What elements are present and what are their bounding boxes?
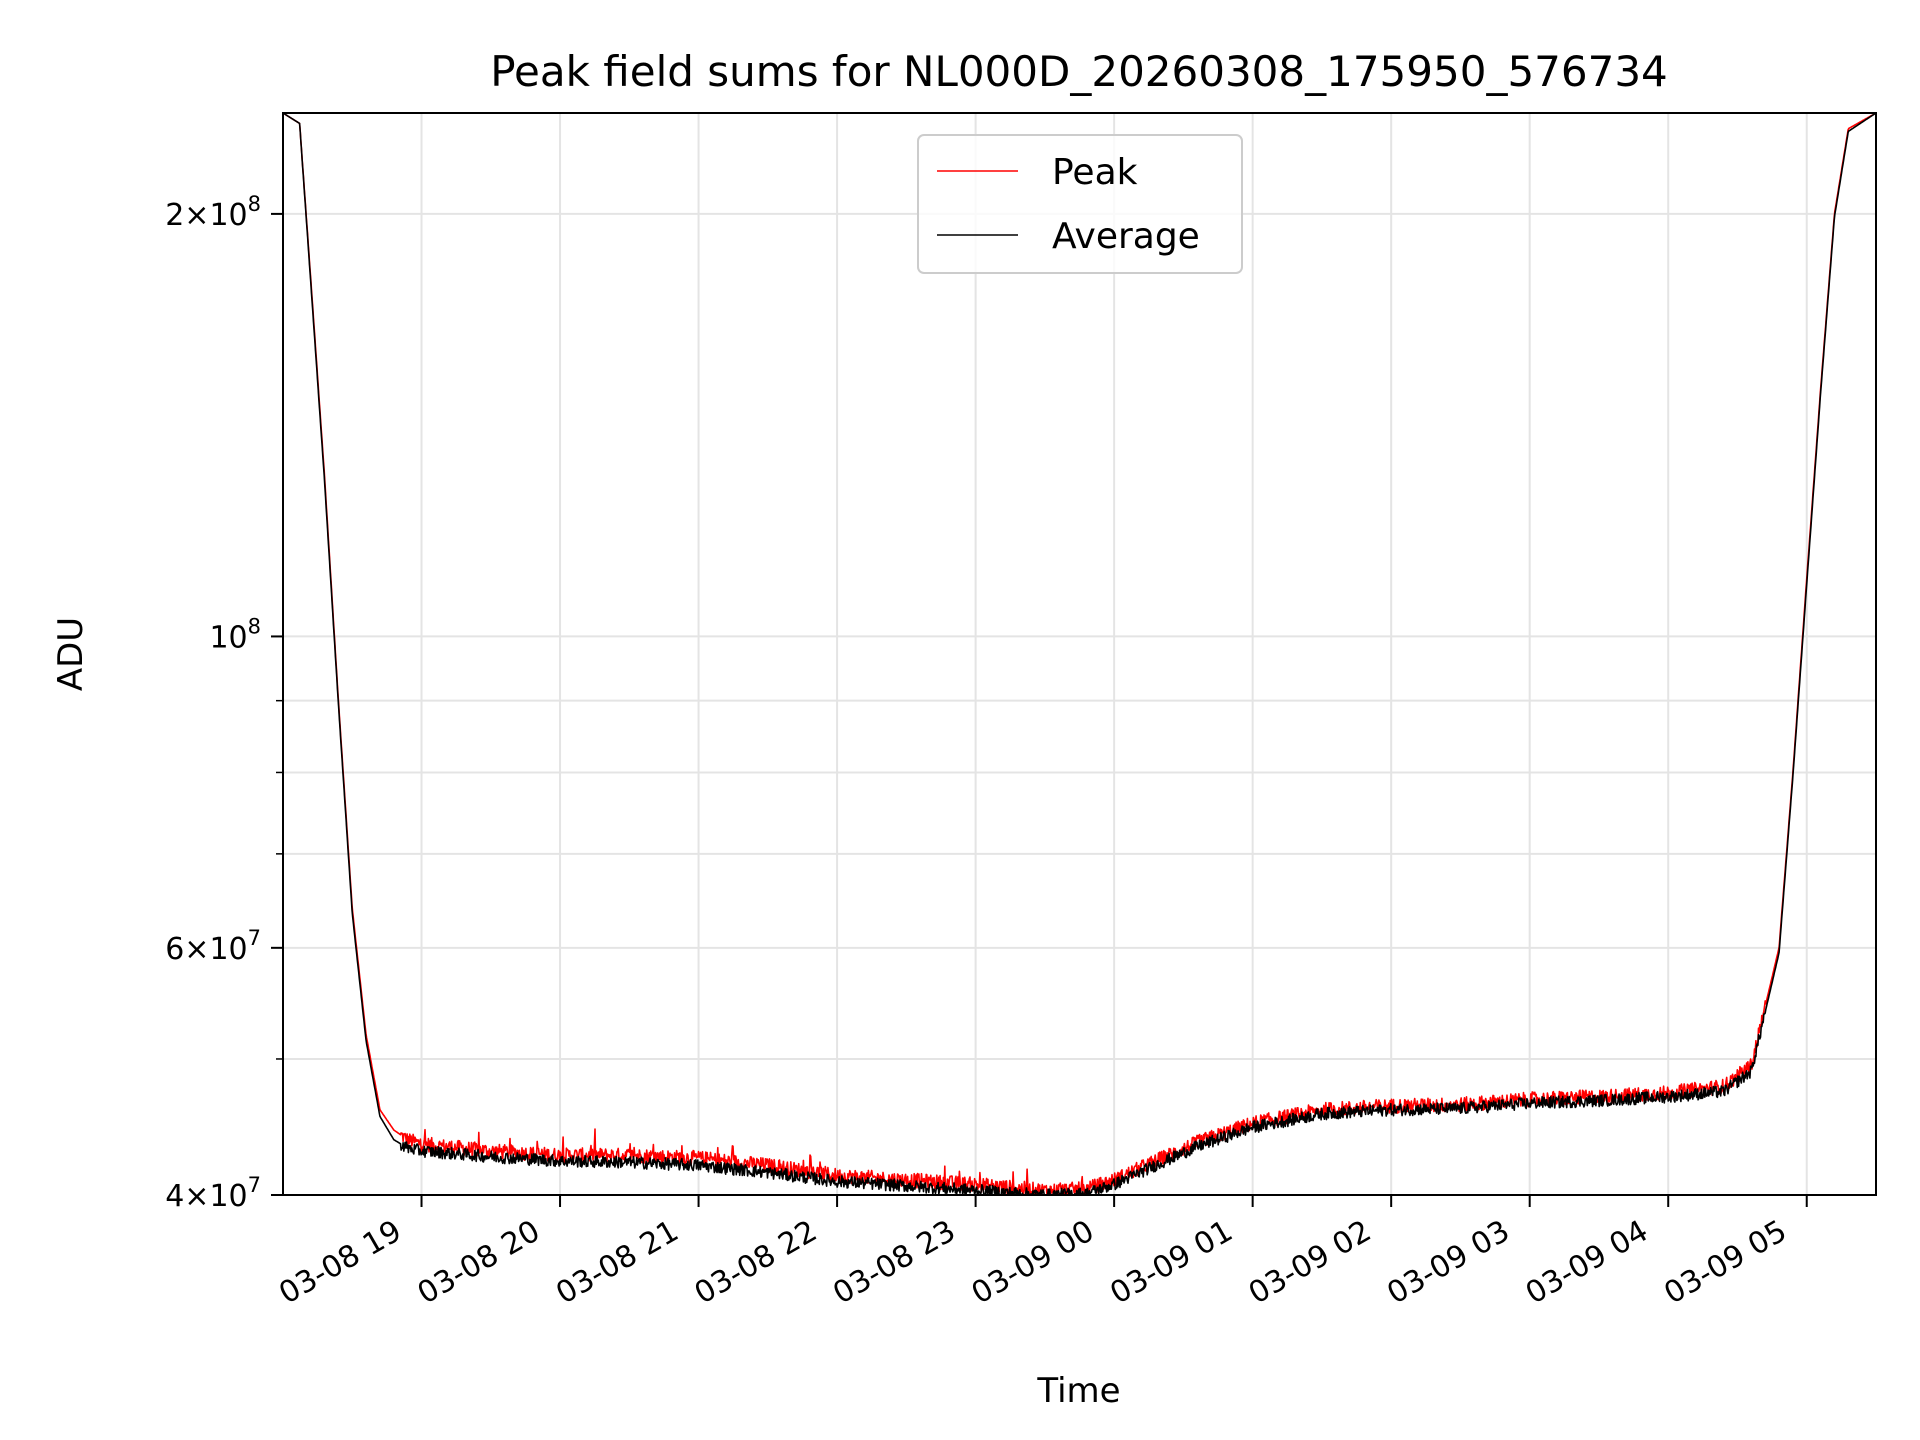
legend-label-peak: Peak [1052, 152, 1138, 193]
x-axis-label: Time [1036, 1371, 1120, 1411]
y-tick-label: 2×108 [165, 192, 261, 233]
plot-frame [282, 112, 1877, 1196]
chart-title: Peak field sums for NL000D_20260308_1759… [490, 47, 1668, 96]
legend-label-average: Average [1052, 216, 1200, 257]
y-axis-label: ADU [51, 617, 91, 691]
legend-box [917, 134, 1243, 274]
y-tick-label: 108 [209, 614, 261, 655]
y-tick-label: 6×107 [165, 926, 261, 967]
y-tick-label: 4×107 [165, 1173, 261, 1214]
legend: Peak Average [917, 134, 1243, 274]
